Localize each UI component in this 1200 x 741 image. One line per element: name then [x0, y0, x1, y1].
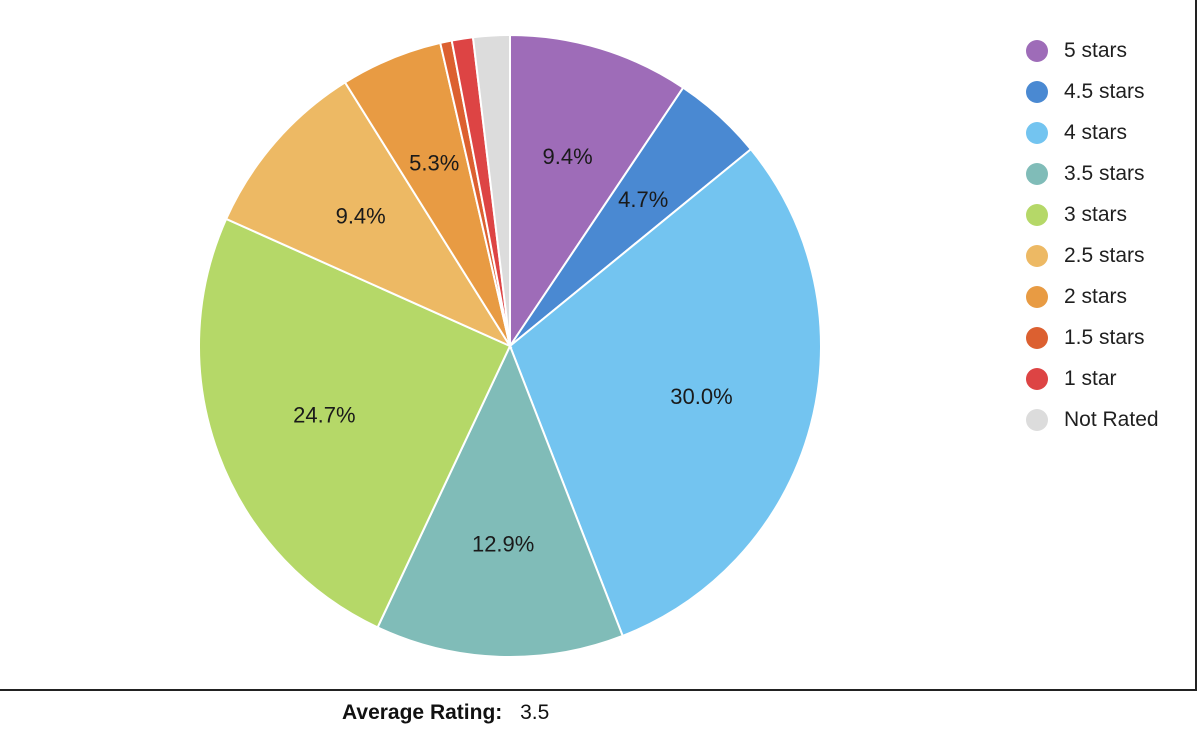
legend-label: 4 stars — [1064, 120, 1128, 144]
average-rating: Average Rating: 3.5 — [342, 701, 549, 725]
legend-swatch — [1026, 39, 1048, 62]
legend-item-1-5-stars: 1.5 stars — [1026, 317, 1159, 358]
legend-label: 3 stars — [1064, 202, 1128, 226]
chart-frame — [0, 0, 1197, 691]
legend-item-4-5-stars: 4.5 stars — [1026, 71, 1159, 112]
legend: 5 stars 4.5 stars 4 stars 3.5 stars 3 stars 2… — [1026, 30, 1159, 440]
legend-label: 2.5 stars — [1064, 243, 1145, 267]
legend-label: 5 stars — [1064, 38, 1128, 62]
legend-swatch — [1026, 367, 1048, 390]
slice-label-4-stars: 30.0% — [670, 384, 732, 409]
legend-label: Not Rated — [1064, 407, 1159, 431]
legend-swatch — [1026, 244, 1048, 267]
legend-item-5-stars: 5 stars — [1026, 30, 1159, 71]
legend-swatch — [1026, 162, 1048, 185]
slice-label-2-5-stars: 9.4% — [336, 203, 386, 228]
legend-swatch — [1026, 203, 1048, 226]
slice-label-2-stars: 5.3% — [409, 151, 459, 176]
legend-item-not-rated: Not Rated — [1026, 399, 1159, 440]
legend-label: 4.5 stars — [1064, 79, 1145, 103]
legend-item-3-5-stars: 3.5 stars — [1026, 153, 1159, 194]
pie-slices — [198, 33, 822, 658]
legend-label: 1.5 stars — [1064, 325, 1145, 349]
average-rating-label: Average Rating: — [342, 701, 503, 724]
legend-label: 3.5 stars — [1064, 161, 1145, 185]
legend-item-3-stars: 3 stars — [1026, 194, 1159, 235]
pie-labels: 9.4% 4.7% 30.0% 12.9% 24.7% 9.4% 5.3% — [293, 144, 733, 556]
slice-label-3-5-stars: 12.9% — [472, 531, 534, 556]
pie-slice-3-stars — [198, 217, 512, 629]
legend-item-4-stars: 4 stars — [1026, 112, 1159, 153]
pie-slice-3-5-stars — [376, 343, 624, 658]
legend-item-1-star: 1 star — [1026, 358, 1159, 399]
slice-label-5-stars: 9.4% — [543, 144, 593, 169]
slice-label-3-stars: 24.7% — [293, 402, 355, 427]
average-rating-value: 3.5 — [520, 701, 550, 724]
pie-slice-5-stars — [509, 33, 685, 350]
legend-swatch — [1026, 285, 1048, 308]
legend-swatch — [1026, 80, 1048, 103]
pie-slice-2-5-stars — [224, 80, 513, 349]
legend-item-2-5-stars: 2.5 stars — [1026, 235, 1159, 276]
legend-item-2-stars: 2 stars — [1026, 276, 1159, 317]
pie-slice-not-rated — [471, 33, 511, 347]
legend-label: 1 star — [1064, 366, 1117, 390]
legend-swatch — [1026, 326, 1048, 349]
pie-slice-4-stars — [508, 147, 822, 638]
legend-swatch — [1026, 408, 1048, 431]
legend-swatch — [1026, 121, 1048, 144]
legend-label: 2 stars — [1064, 284, 1128, 308]
slice-label-4-5-stars: 4.7% — [618, 187, 668, 212]
